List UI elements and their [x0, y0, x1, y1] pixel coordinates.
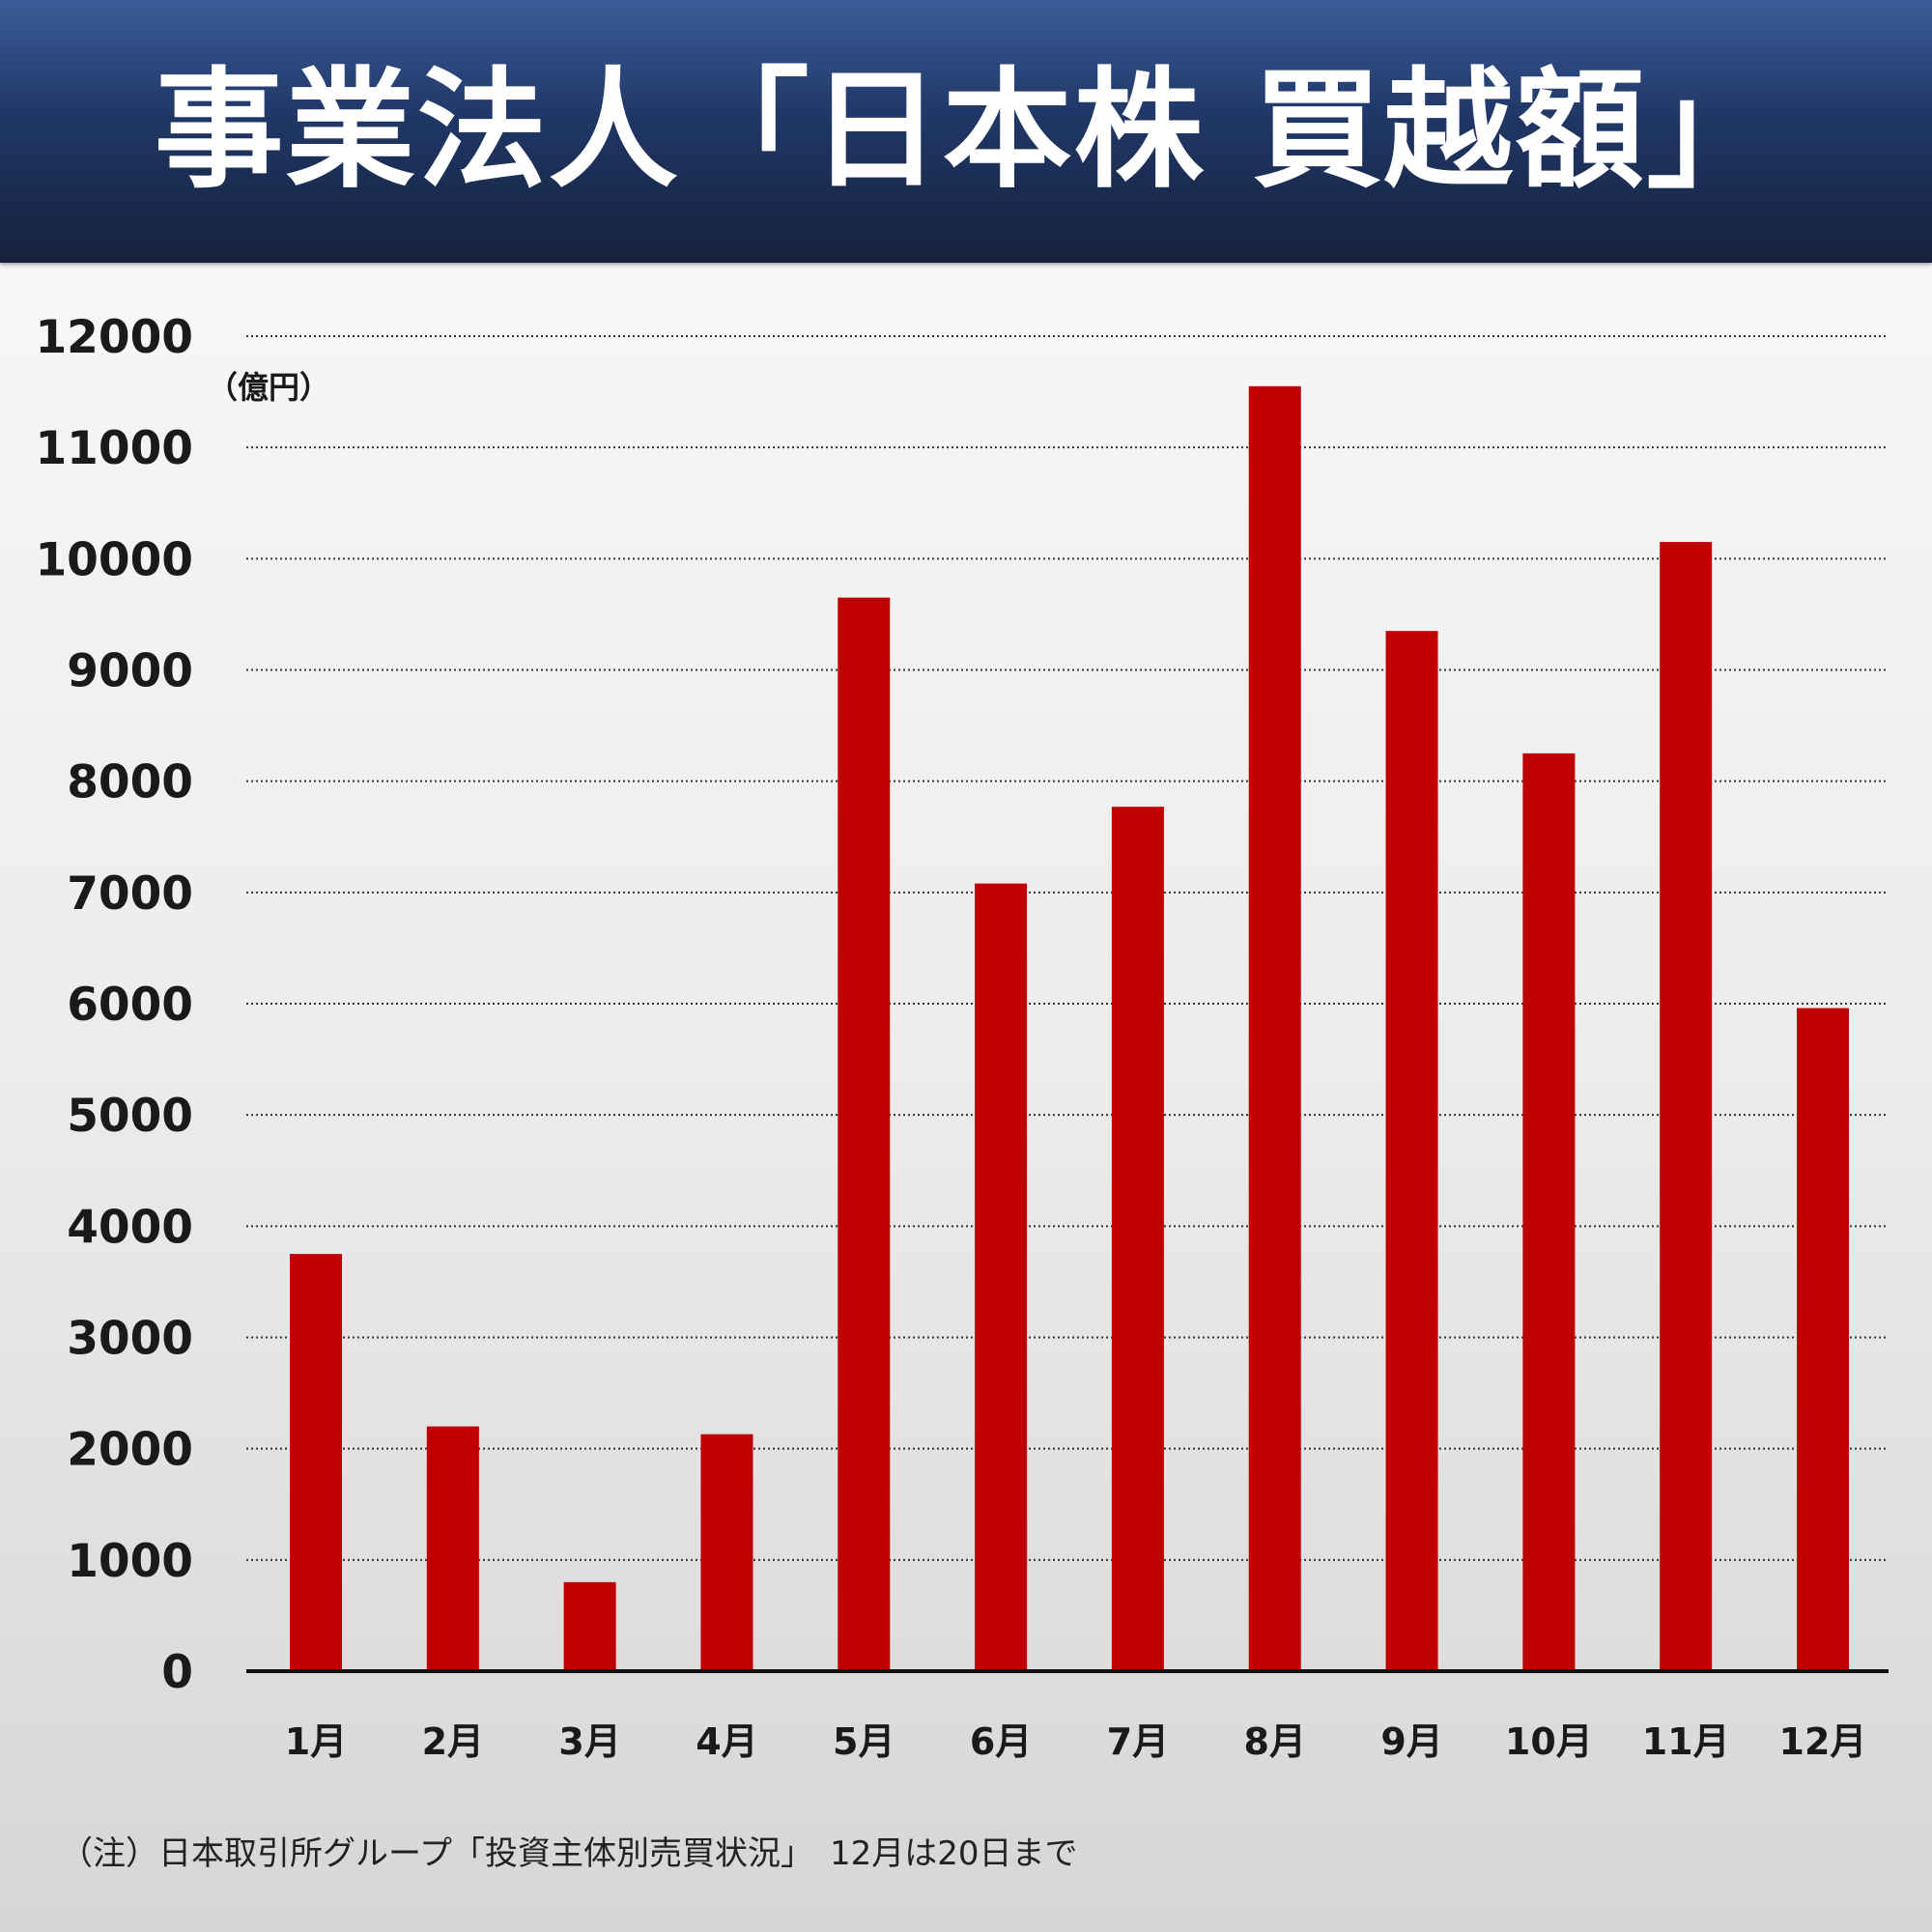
bar-1 — [290, 1254, 342, 1671]
bar-8 — [1248, 385, 1301, 1672]
chart-title: 事業法人「日本株 買越額」 — [154, 55, 1778, 206]
title-banner: 事業法人「日本株 買越額」 — [0, 0, 1932, 263]
x-tick-label: 3月 — [558, 1720, 620, 1763]
bar-3 — [563, 1581, 616, 1671]
y-axis-tick-labels: 0 1000 2000 3000 4000 5000 6000 7000 8000 9000 100… — [35, 311, 193, 1699]
bar-7 — [1111, 807, 1164, 1671]
x-tick-label: 9月 — [1380, 1720, 1442, 1763]
bar-11 — [1660, 542, 1713, 1671]
bar-9 — [1385, 631, 1438, 1671]
x-tick-label: 4月 — [696, 1720, 757, 1763]
bar-12 — [1797, 1008, 1849, 1671]
y-tick-label: 4000 — [67, 1201, 193, 1254]
y-tick-label: 2000 — [67, 1424, 193, 1477]
bar-2 — [426, 1426, 479, 1671]
y-tick-label: 6000 — [67, 979, 193, 1032]
y-tick-label: 8000 — [67, 756, 193, 810]
bar-4 — [700, 1434, 753, 1671]
x-tick-label: 8月 — [1244, 1720, 1306, 1763]
y-tick-label: 7000 — [67, 867, 193, 921]
x-tick-label: 12月 — [1779, 1720, 1867, 1763]
bars — [290, 385, 1849, 1672]
y-tick-label: 0 — [161, 1646, 193, 1699]
footnote: （注）日本取引所グループ「投資主体別売買状況」 12月は20日まで — [60, 1834, 1078, 1873]
x-tick-label: 1月 — [285, 1720, 347, 1763]
y-tick-label: 10000 — [35, 533, 193, 586]
x-tick-label: 5月 — [833, 1720, 895, 1763]
y-tick-label: 11000 — [35, 422, 193, 475]
y-tick-label: 3000 — [67, 1313, 193, 1366]
bar-10 — [1522, 753, 1576, 1671]
y-axis-unit-label: （億円） — [207, 369, 330, 406]
gridlines — [246, 335, 1889, 1561]
y-tick-label: 5000 — [67, 1090, 193, 1143]
x-tick-label: 2月 — [422, 1720, 484, 1763]
bar-5 — [838, 597, 891, 1672]
x-tick-label: 7月 — [1107, 1720, 1169, 1763]
bar-6 — [975, 883, 1028, 1671]
x-tick-label: 11月 — [1642, 1720, 1730, 1763]
y-tick-label: 1000 — [67, 1535, 193, 1588]
x-tick-label: 6月 — [970, 1720, 1032, 1763]
y-tick-label: 9000 — [67, 645, 193, 698]
x-tick-label: 10月 — [1505, 1720, 1593, 1763]
y-tick-label: 12000 — [35, 311, 193, 364]
x-axis-category-labels: 1月 2月 3月 4月 5月 6月 7月 8月 9月 10月 11月 12月 — [285, 1720, 1867, 1763]
